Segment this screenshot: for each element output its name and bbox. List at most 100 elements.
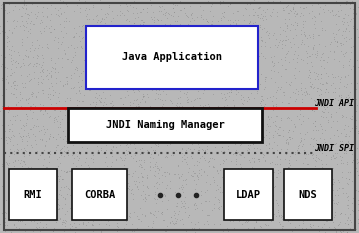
Point: [233, 159, 239, 163]
Point: [261, 27, 267, 30]
Point: [251, 26, 257, 30]
Point: [184, 130, 190, 134]
Point: [48, 103, 54, 106]
Point: [195, 192, 201, 196]
Point: [33, 61, 39, 65]
Point: [6, 28, 12, 32]
Point: [294, 24, 300, 27]
Point: [154, 18, 159, 21]
Point: [220, 229, 225, 233]
Point: [295, 89, 301, 93]
Point: [63, 219, 69, 222]
Point: [52, 66, 58, 70]
Point: [252, 206, 257, 210]
Point: [53, 220, 59, 224]
Point: [313, 213, 319, 217]
Point: [84, 77, 90, 81]
Point: [196, 130, 202, 134]
Point: [80, 211, 86, 215]
Point: [260, 54, 266, 58]
Point: [233, 93, 238, 96]
Point: [126, 135, 132, 139]
Point: [167, 112, 173, 115]
Point: [117, 3, 123, 7]
Point: [286, 60, 292, 64]
Point: [214, 184, 219, 187]
Point: [183, 157, 188, 160]
Point: [225, 147, 231, 151]
Point: [301, 137, 307, 141]
Point: [20, 134, 25, 138]
Point: [323, 171, 329, 175]
Point: [0, 123, 5, 127]
Point: [250, 45, 256, 49]
Point: [101, 43, 106, 47]
Point: [69, 118, 75, 122]
Point: [258, 45, 264, 48]
Point: [299, 197, 304, 200]
Point: [160, 36, 166, 40]
Point: [94, 14, 99, 17]
Point: [162, 42, 168, 46]
Point: [286, 11, 292, 14]
Point: [74, 45, 80, 49]
Point: [330, 166, 336, 170]
Point: [205, 219, 210, 223]
Point: [250, 63, 256, 67]
Point: [244, 113, 250, 116]
Point: [284, 26, 290, 30]
Point: [4, 162, 9, 165]
Point: [343, 85, 349, 89]
Point: [241, 176, 247, 180]
Point: [20, 62, 26, 65]
Point: [0, 65, 4, 68]
Point: [179, 172, 185, 176]
Point: [232, 107, 238, 110]
Point: [46, 137, 51, 140]
Point: [261, 173, 267, 177]
Point: [66, 186, 71, 190]
Point: [195, 140, 200, 143]
Point: [345, 182, 351, 186]
Point: [135, 187, 141, 191]
Point: [291, 73, 297, 76]
Point: [267, 182, 272, 186]
Point: [304, 92, 310, 95]
Point: [198, 105, 204, 109]
Point: [12, 158, 18, 161]
Point: [157, 97, 163, 101]
Point: [0, 109, 3, 113]
Point: [348, 220, 354, 223]
Point: [243, 7, 249, 11]
Point: [282, 174, 288, 178]
Point: [0, 62, 5, 65]
Point: [10, 93, 16, 96]
Point: [137, 100, 143, 104]
Point: [51, 27, 57, 31]
Point: [348, 36, 354, 40]
Point: [285, 140, 291, 144]
Point: [14, 113, 20, 117]
Point: [191, 55, 197, 59]
Point: [39, 138, 45, 142]
Point: [229, 27, 234, 31]
Point: [174, 103, 180, 107]
Point: [206, 27, 212, 30]
Point: [328, 83, 334, 87]
Point: [334, 44, 340, 48]
Point: [211, 84, 216, 87]
Point: [180, 190, 186, 194]
Point: [123, 149, 129, 152]
Point: [17, 92, 22, 96]
Point: [343, 100, 349, 104]
Point: [298, 28, 304, 32]
Point: [172, 190, 178, 194]
Point: [270, 194, 276, 198]
Point: [316, 128, 321, 132]
Point: [131, 56, 137, 60]
Point: [321, 66, 327, 70]
Point: [290, 193, 296, 197]
Point: [38, 109, 44, 112]
Point: [330, 177, 335, 181]
Point: [183, 229, 189, 233]
